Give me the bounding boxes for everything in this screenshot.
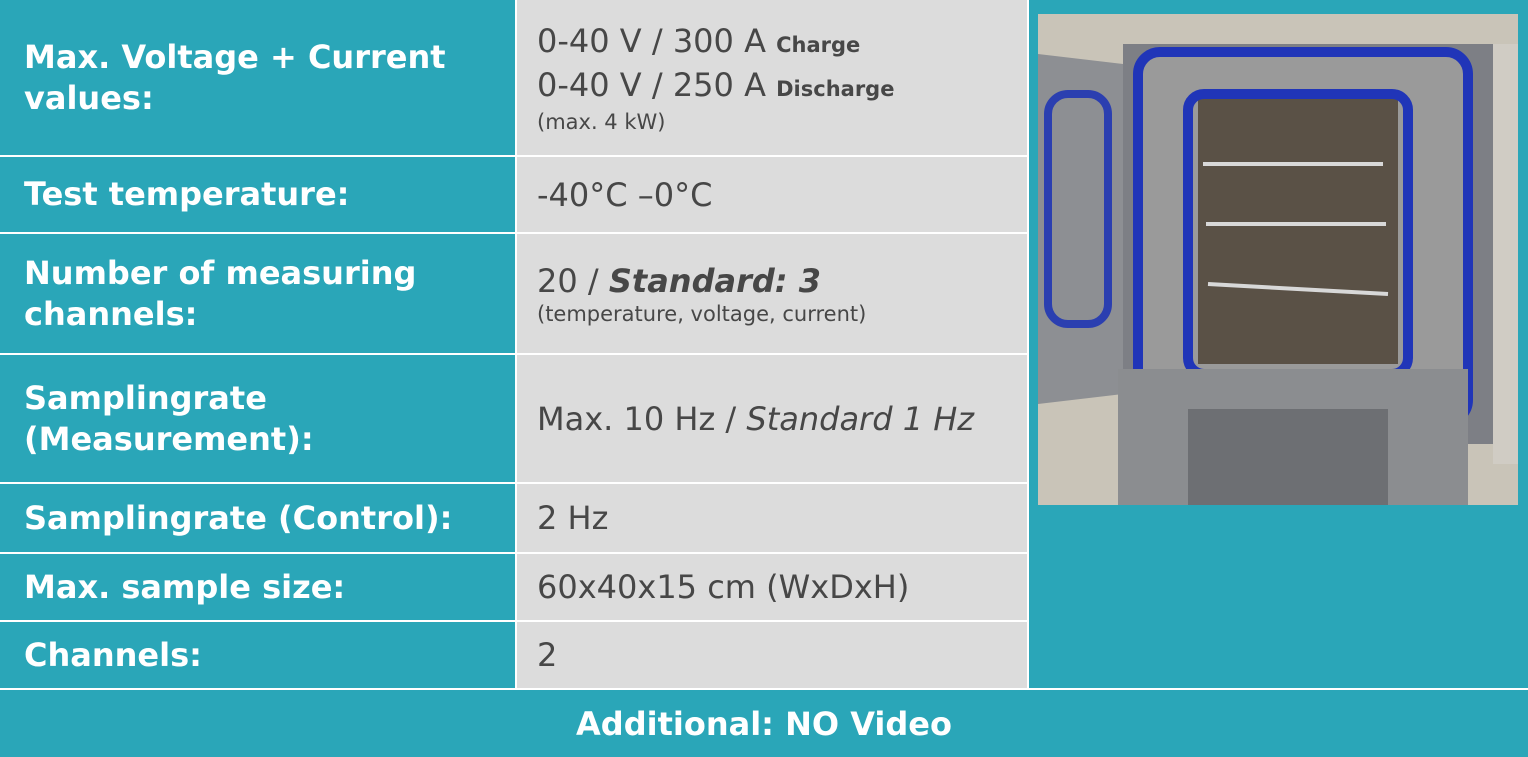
value-note: (temperature, voltage, current)	[537, 301, 867, 326]
value-note: Charge	[776, 32, 861, 57]
row-label: Channels:	[0, 622, 515, 688]
row-label: Test temperature:	[0, 157, 515, 232]
row-label: Samplingrate (Control):	[0, 484, 515, 552]
row-value: Max. 10 Hz / Standard 1 Hz	[517, 355, 1027, 482]
row-label: Number of measuring channels:	[0, 234, 515, 353]
value-text: 0-40 V / 250 A	[537, 65, 766, 104]
image-cell	[1029, 0, 1528, 688]
row-value: 2 Hz	[517, 484, 1027, 552]
row-value: 20 / Standard: 3 (temperature, voltage, …	[517, 234, 1027, 353]
chamber-photo	[1038, 14, 1518, 505]
footer: Additional: NO Video	[0, 690, 1528, 757]
row-label: Samplingrate (Measurement):	[0, 355, 515, 482]
value-note: (max. 4 kW)	[537, 109, 666, 134]
value-emphasis: Standard 1 Hz	[746, 399, 975, 438]
row-value: 60x40x15 cm (WxDxH)	[517, 554, 1027, 620]
row-label: Max. sample size:	[0, 554, 515, 620]
row-value: 2	[517, 622, 1027, 688]
row-value: -40°C –0°C	[517, 157, 1027, 232]
value-text: Max. 10 Hz /	[537, 399, 747, 438]
value-text: 20 /	[537, 261, 609, 300]
value-text: 0-40 V / 300 A	[537, 21, 766, 60]
row-label: Max. Voltage + Current values:	[0, 0, 515, 155]
value-emphasis: Standard: 3	[608, 261, 821, 300]
value-note: Discharge	[776, 76, 895, 101]
row-value: 0-40 V / 300 A Charge 0-40 V / 250 A Dis…	[517, 0, 1027, 155]
